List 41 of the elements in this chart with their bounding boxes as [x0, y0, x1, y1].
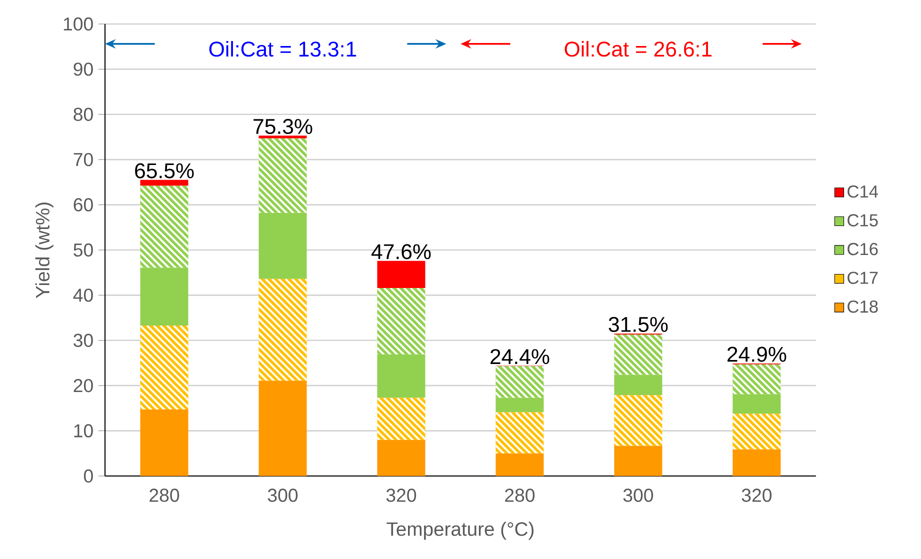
total-label: 24.9%	[728, 346, 786, 362]
x-tick-label: 300	[268, 488, 298, 502]
bar	[614, 446, 662, 476]
y-tick-label: 80	[74, 108, 93, 121]
x-tick-label: 320	[386, 488, 416, 502]
total-label: 47.6%	[371, 244, 431, 260]
bar	[258, 136, 307, 138]
bar	[496, 453, 544, 476]
legend-label: C15	[848, 214, 878, 226]
y-tick-label: 30	[74, 334, 93, 347]
x-axis-title: Temperature (°C)	[386, 522, 534, 540]
annotation: Oil:Cat = 13.3:1	[209, 41, 356, 57]
bar	[377, 440, 426, 476]
x-tick-label: 320	[742, 488, 772, 502]
annotation: Oil:Cat = 26.6:1	[564, 41, 712, 57]
bar	[140, 180, 188, 186]
total-label: 31.5%	[608, 316, 668, 332]
y-tick-label: 70	[74, 152, 93, 166]
y-axis-title: Yield (wt%)	[35, 202, 54, 298]
legend-label: C18	[848, 300, 878, 313]
y-tick-label: 100	[64, 17, 93, 31]
legend-label: C16	[848, 242, 878, 256]
y-tick-label: 20	[74, 378, 93, 392]
y-tick-label: 10	[74, 424, 93, 438]
total-label: 75.3%	[254, 118, 312, 134]
y-tick-label: 90	[74, 62, 93, 76]
bar	[732, 449, 781, 476]
x-tick-label: 280	[150, 488, 180, 502]
y-tick-label: 60	[74, 198, 93, 212]
legend-label: C17	[848, 272, 878, 284]
total-label: 65.5%	[135, 163, 194, 178]
y-tick-label: 50	[74, 243, 93, 257]
total-label: 24.4%	[490, 349, 550, 364]
x-tick-label: 280	[505, 488, 535, 502]
bar	[140, 410, 188, 476]
y-tick-label: 0	[84, 469, 93, 483]
x-tick-label: 300	[623, 488, 654, 502]
bar	[377, 260, 426, 288]
legend-label: C14	[848, 185, 878, 198]
y-tick-label: 40	[73, 288, 93, 302]
bar	[258, 380, 307, 476]
